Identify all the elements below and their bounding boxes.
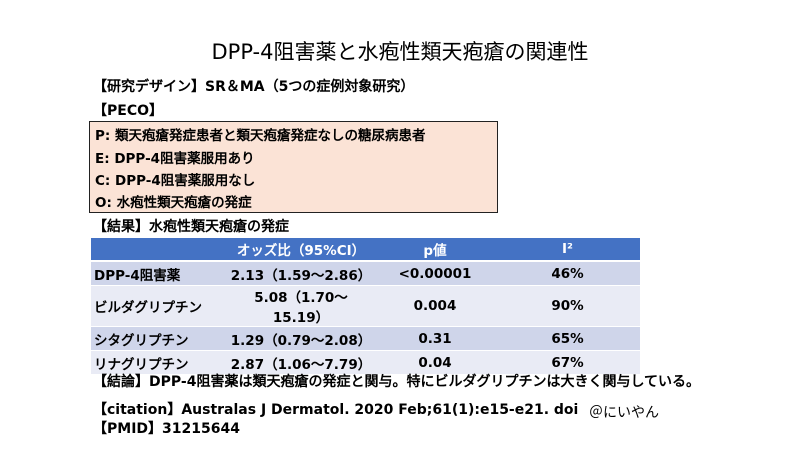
odds-ratio: 5.08（1.70～15.19） — [227, 286, 375, 327]
header-odds-ratio: オッズ比（95%CI） — [227, 238, 375, 262]
table-row: シタグリプチン 1.29（0.79～2.08） 0.31 65% — [91, 327, 640, 351]
peco-e: E: DPP-4阻害薬服用あり — [95, 151, 255, 167]
header-i2: I² — [495, 238, 640, 262]
conclusion: 【結論】DPP-4阻害薬は類天疱瘡の発症と関与。特にビルダグリプチンは大きく関与… — [93, 374, 701, 390]
table-header-row: オッズ比（95%CI） p値 I² — [91, 238, 640, 262]
peco-box: P: 類天疱瘡発症患者と類天疱瘡発症なしの糖尿病患者 E: DPP-4阻害薬服用… — [89, 121, 498, 213]
pmid: 【PMID】31215644 — [93, 421, 240, 437]
i2-value: 65% — [495, 327, 640, 351]
p-value: 0.04 — [375, 351, 495, 375]
odds-ratio: 2.87（1.06～7.79） — [227, 351, 375, 375]
peco-p: P: 類天疱瘡発症患者と類天疱瘡発症なしの糖尿病患者 — [95, 128, 426, 144]
page-title: DPP-4阻害薬と水疱性類天疱瘡の関連性 — [211, 40, 589, 64]
author-handle: ＠にいやん — [589, 405, 659, 421]
drug-name: リナグリプチン — [91, 351, 227, 375]
i2-value: 90% — [495, 286, 640, 327]
header-drug — [91, 238, 227, 262]
p-value: 0.004 — [375, 286, 495, 327]
p-value: 0.31 — [375, 327, 495, 351]
odds-ratio: 2.13（1.59～2.86） — [227, 262, 375, 286]
results-table: オッズ比（95%CI） p値 I² DPP-4阻害薬 2.13（1.59～2.8… — [91, 238, 640, 375]
odds-ratio: 1.29（0.79～2.08） — [227, 327, 375, 351]
peco-c: C: DPP-4阻害薬服用なし — [95, 173, 256, 189]
i2-value: 46% — [495, 262, 640, 286]
table-row: ビルダグリプチン 5.08（1.70～15.19） 0.004 90% — [91, 286, 640, 327]
result-heading: 【結果】水疱性類天疱瘡の発症 — [93, 219, 289, 235]
drug-name: DPP-4阻害薬 — [91, 262, 227, 286]
p-value: <0.00001 — [375, 262, 495, 286]
peco-o: O: 水疱性類天疱瘡の発症 — [95, 195, 252, 211]
drug-name: シタグリプチン — [91, 327, 227, 351]
header-p-value: p値 — [375, 238, 495, 262]
peco-heading: 【PECO】 — [93, 103, 163, 119]
i2-value: 67% — [495, 351, 640, 375]
table-row: リナグリプチン 2.87（1.06～7.79） 0.04 67% — [91, 351, 640, 375]
table-row: DPP-4阻害薬 2.13（1.59～2.86） <0.00001 46% — [91, 262, 640, 286]
study-design: 【研究デザイン】SR＆MA（5つの症例対象研究） — [93, 79, 415, 95]
drug-name: ビルダグリプチン — [91, 286, 227, 327]
citation: 【citation】Australas J Dermatol. 2020 Feb… — [93, 402, 579, 418]
